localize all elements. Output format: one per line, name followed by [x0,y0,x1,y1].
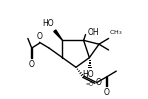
Polygon shape [54,30,62,40]
Text: O: O [29,60,35,69]
Text: HO: HO [42,19,54,28]
Text: O: O [36,32,42,41]
Text: O: O [96,78,102,87]
Text: CH$_3$: CH$_3$ [109,28,123,37]
Text: =O: =O [85,82,93,87]
Text: HO: HO [83,70,94,79]
Text: O: O [104,88,110,97]
Text: OH: OH [87,28,99,37]
